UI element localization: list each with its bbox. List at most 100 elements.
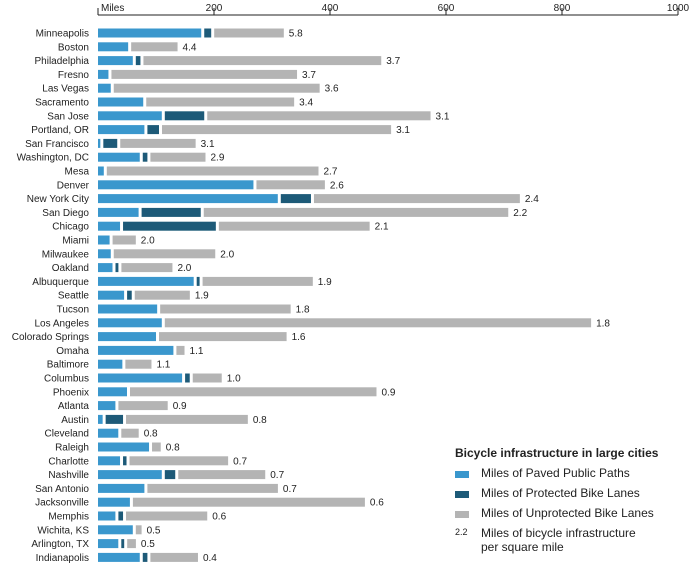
- bar-unprotected: [218, 221, 370, 231]
- city-row: Colorado Springs 1.6: [12, 332, 306, 343]
- density-label: 3.1: [436, 111, 450, 122]
- bar-paved: [98, 276, 194, 286]
- bar-unprotected: [126, 511, 208, 521]
- x-axis: Miles 200 400 600 800 1000: [97, 3, 690, 16]
- bar-paved: [98, 138, 101, 148]
- city-row: Miami 2.0: [62, 235, 155, 247]
- density-label: 1.1: [156, 360, 170, 371]
- city-label: San Antonio: [35, 484, 89, 495]
- bar-paved: [98, 442, 150, 452]
- bar-unprotected: [146, 97, 295, 107]
- city-label: Los Angeles: [35, 318, 90, 329]
- bar-protected: [103, 138, 118, 148]
- bar-paved: [98, 207, 139, 217]
- bar-protected: [141, 207, 201, 217]
- density-label: 0.6: [212, 512, 226, 523]
- legend-label-paved: Miles of Paved Public Paths: [481, 466, 630, 480]
- bar-protected: [135, 56, 141, 66]
- bar-paved: [98, 552, 140, 562]
- city-label: Memphis: [48, 512, 89, 523]
- city-label: San Diego: [42, 208, 89, 219]
- unprotected-swatch: [455, 511, 469, 518]
- density-label: 1.8: [596, 318, 610, 329]
- density-label: 0.9: [173, 401, 187, 412]
- bar-paved: [98, 249, 111, 259]
- bar-unprotected: [202, 276, 313, 286]
- city-label: Philadelphia: [35, 56, 90, 67]
- city-row: Atlanta 0.9: [58, 401, 187, 412]
- density-label: 1.6: [292, 332, 306, 343]
- city-row: Nashville 0.7: [48, 470, 285, 481]
- city-label: Milwaukee: [42, 249, 90, 260]
- city-label: Sacramento: [35, 98, 89, 109]
- bar-paved: [98, 83, 111, 93]
- density-label: 5.8: [289, 29, 303, 40]
- legend-label-density: Miles of bicycle infrastructure per squa…: [481, 526, 636, 554]
- city-row: New York City 2.4: [27, 194, 539, 205]
- bar-paved: [98, 152, 140, 162]
- density-label: 2.0: [141, 236, 155, 247]
- bar-unprotected: [207, 111, 431, 121]
- city-label: Jacksonville: [35, 498, 89, 509]
- city-label: Las Vegas: [42, 84, 89, 95]
- density-label: 0.5: [147, 525, 161, 536]
- bar-unprotected: [118, 401, 168, 411]
- city-label: Wichita, KS: [37, 525, 89, 536]
- bar-unprotected: [132, 497, 365, 507]
- city-label: San Francisco: [25, 139, 89, 150]
- city-row: Charlotte 0.7: [48, 456, 247, 467]
- paved-swatch: [455, 471, 469, 478]
- bar-unprotected: [160, 304, 291, 314]
- bar-unprotected: [147, 483, 278, 493]
- bar-paved: [98, 42, 129, 52]
- city-label: Tucson: [57, 305, 89, 316]
- legend-item-unprotected: Miles of Unprotected Bike Lanes: [455, 506, 695, 520]
- x-tick-label: 200: [206, 3, 223, 14]
- city-label: Albuquerque: [32, 277, 89, 288]
- protected-swatch: [455, 491, 469, 498]
- bar-paved: [98, 428, 119, 438]
- density-label: 2.0: [177, 263, 191, 274]
- density-label: 3.4: [299, 98, 313, 109]
- x-axis-label: Miles: [101, 3, 124, 14]
- density-label-line2: per square mile: [481, 540, 564, 554]
- bar-paved: [98, 414, 103, 424]
- bar-paved: [98, 497, 130, 507]
- city-label: New York City: [27, 194, 89, 205]
- bar-unprotected: [313, 194, 520, 204]
- bar-paved: [98, 456, 121, 466]
- bar-paved: [98, 345, 174, 355]
- city-label: Seattle: [58, 291, 90, 302]
- city-label: Austin: [61, 415, 89, 426]
- density-label: 0.5: [141, 539, 155, 550]
- city-label: Atlanta: [58, 401, 90, 412]
- bar-unprotected: [120, 138, 196, 148]
- city-row: Memphis 0.6: [48, 511, 227, 523]
- city-row: Cleveland 0.8: [45, 428, 158, 440]
- city-row: Arlington, TX 0.5: [31, 539, 155, 550]
- density-label: 0.8: [253, 415, 267, 426]
- bar-protected: [118, 511, 124, 521]
- legend-item-density: 2.2 Miles of bicycle infrastructure per …: [455, 526, 695, 554]
- bar-unprotected: [134, 290, 190, 300]
- bar-paved: [98, 483, 145, 493]
- legend-label-protected: Miles of Protected Bike Lanes: [481, 486, 640, 500]
- bar-unprotected: [130, 387, 377, 397]
- city-label: Oakland: [52, 263, 89, 274]
- city-row: San Diego 2.2: [42, 207, 528, 219]
- bar-protected: [127, 290, 132, 300]
- city-row: San Francisco 3.1: [25, 138, 215, 150]
- city-row: Raleigh 0.8: [55, 442, 180, 454]
- bar-unprotected: [164, 318, 592, 328]
- bar-unprotected: [125, 359, 152, 369]
- city-row: Wichita, KS 0.5: [37, 525, 161, 536]
- city-label: Omaha: [56, 346, 89, 357]
- city-row: Omaha 1.1: [56, 345, 204, 357]
- bar-paved: [98, 221, 121, 231]
- city-row: Philadelphia 3.7: [35, 56, 401, 67]
- bar-unprotected: [203, 207, 509, 217]
- bar-paved: [98, 470, 162, 480]
- density-label: 0.7: [233, 456, 247, 467]
